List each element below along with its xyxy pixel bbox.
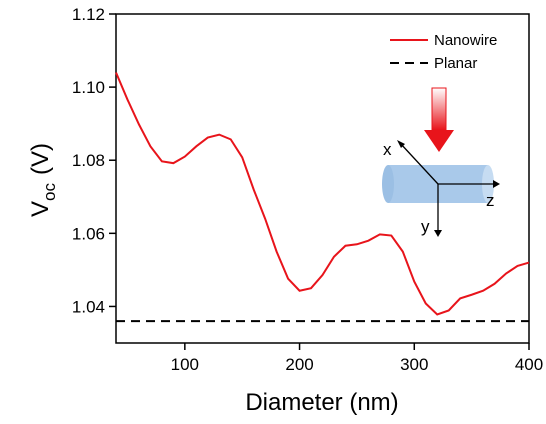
series-line xyxy=(115,72,530,316)
y-axis-title: Voc (V) xyxy=(27,143,59,217)
y-tick-label: 1.08 xyxy=(72,151,105,170)
legend-label: Planar xyxy=(434,55,477,72)
y-tick-label: 1.04 xyxy=(72,297,105,316)
x-tick-label: 200 xyxy=(285,355,313,374)
plot-frame xyxy=(115,13,530,344)
y-tick-label: 1.12 xyxy=(72,5,105,24)
x-axis-title: Diameter (nm) xyxy=(245,389,398,416)
legend-label: Nanowire xyxy=(434,32,497,49)
inset-label: z xyxy=(486,191,495,210)
inset-label: y xyxy=(421,217,430,236)
y-title-sub: oc xyxy=(40,183,59,201)
inset-label: x xyxy=(383,140,392,159)
y-title-unit: (V) xyxy=(27,143,54,175)
x-tick-label: 400 xyxy=(515,355,543,374)
y-title-main: V xyxy=(27,201,54,217)
inset-diagram: x y z xyxy=(382,87,500,237)
x-tick-label: 100 xyxy=(171,355,199,374)
y-tick-label: 1.06 xyxy=(72,224,105,243)
y-tick-label: 1.10 xyxy=(72,78,105,97)
x-tick-label: 300 xyxy=(400,355,428,374)
